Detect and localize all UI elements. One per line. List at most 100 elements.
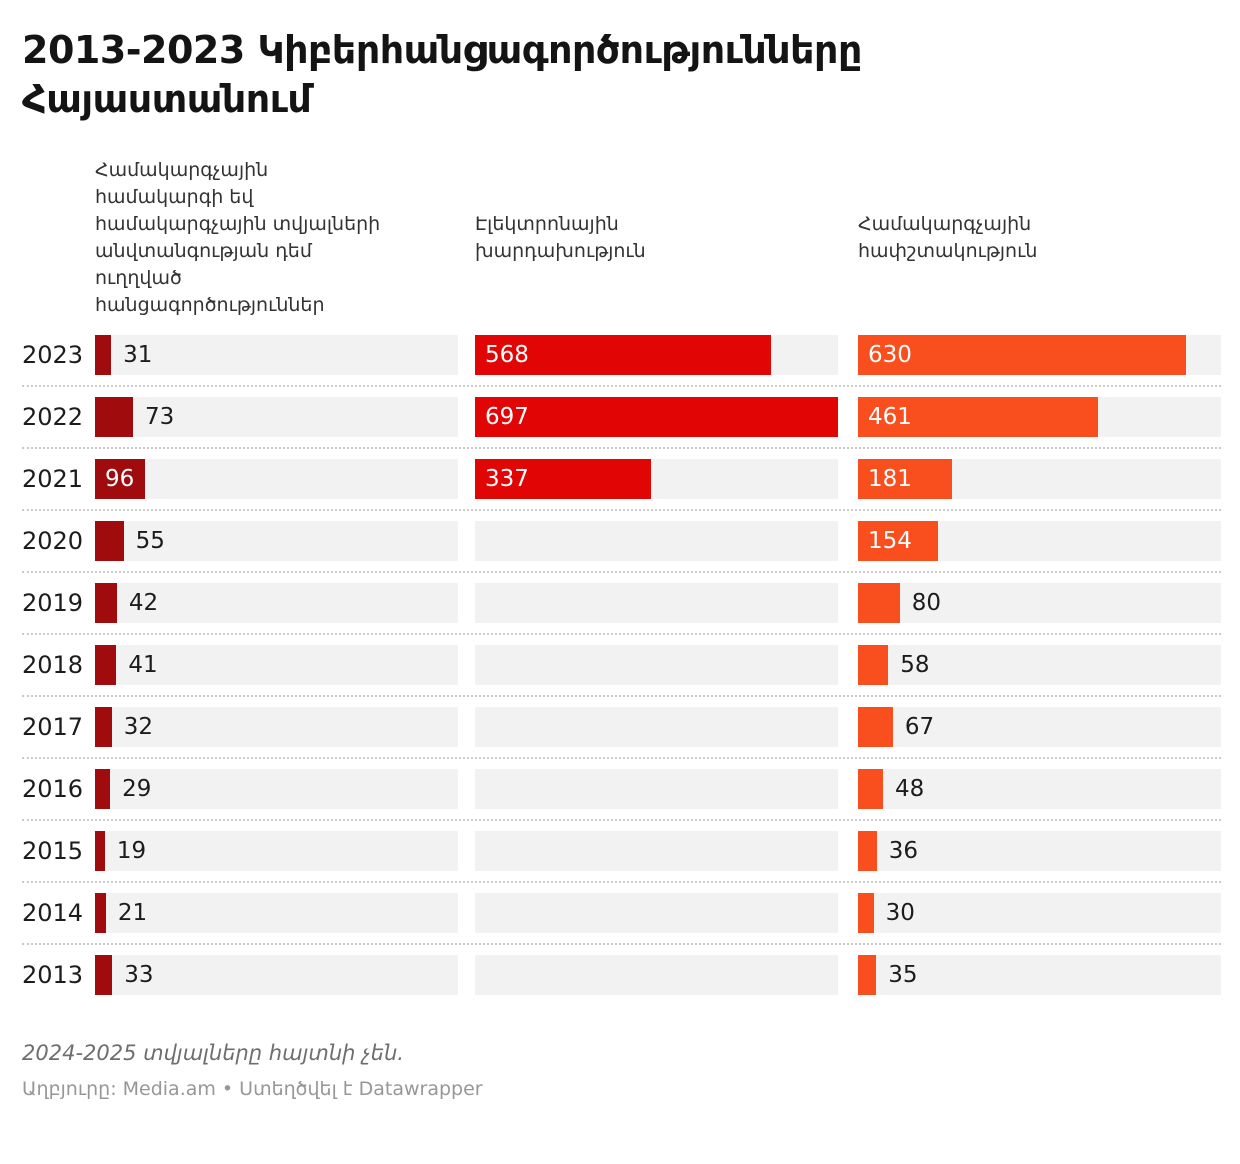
bar <box>858 458 953 499</box>
bar-value-label: 36 <box>888 837 918 864</box>
bar-track: 31 <box>95 334 458 375</box>
bar-value-label: 58 <box>900 651 930 678</box>
bar-track: 630 <box>858 334 1221 375</box>
bar-value-label: 73 <box>145 403 175 430</box>
bar-track <box>475 830 838 871</box>
bar <box>475 396 838 437</box>
bar-track: 32 <box>95 706 458 747</box>
bar <box>858 830 877 871</box>
bar-value-label: 33 <box>124 961 154 988</box>
bar-track: 36 <box>858 830 1221 871</box>
bar-track: 697 <box>475 396 838 437</box>
bar-value-label: 67 <box>904 713 935 740</box>
chart-row: 2014 21 30 <box>22 892 1221 933</box>
chart-rows: 2023 31 568 630 2022 73 697 461 2021 96 337 181 2020… <box>22 334 1221 995</box>
bar-value-label: 154 <box>868 527 912 554</box>
bar-track: 337 <box>475 458 838 499</box>
bar <box>858 582 900 623</box>
bar <box>95 768 111 809</box>
bar-track: 154 <box>858 520 1221 561</box>
column-headers: Համակարգչային համակարգի եվ համակարգչային… <box>22 157 1221 319</box>
row-separator <box>22 632 1221 635</box>
year-label: 2022 <box>22 402 84 431</box>
bar-value-label: 630 <box>868 341 912 368</box>
bar-value-label: 568 <box>485 341 529 368</box>
bar <box>858 520 939 561</box>
bar <box>858 892 874 933</box>
bar <box>858 396 1099 437</box>
bar <box>858 954 877 995</box>
bar-track: 35 <box>858 954 1221 995</box>
bar <box>95 396 133 437</box>
bar-value-label: 21 <box>117 899 148 926</box>
chart-row: 2023 31 568 630 <box>22 334 1221 375</box>
bar-track: 96 <box>95 458 458 499</box>
bar-track: 42 <box>95 582 458 623</box>
year-label: 2020 <box>22 526 84 555</box>
bar-value-label: 35 <box>888 961 918 988</box>
chart-page: 2013-2023 Կիբերհանցագործությունները Հայա… <box>22 28 1221 1100</box>
bar-value-label: 31 <box>123 341 153 368</box>
bar-track <box>475 520 838 561</box>
bar-track: 73 <box>95 396 458 437</box>
year-label: 2018 <box>22 650 84 679</box>
bar-value-label: 337 <box>485 465 529 492</box>
bar-value-label: 42 <box>128 589 159 616</box>
column-header-computer-security-crimes: Համակարգչային համակարգի եվ համակարգչային… <box>95 158 381 316</box>
bar <box>858 644 889 685</box>
year-label: 2017 <box>22 712 84 741</box>
bar-value-label: 181 <box>868 465 912 492</box>
row-separator <box>22 756 1221 759</box>
year-label: 2016 <box>22 774 84 803</box>
bar-track <box>475 954 838 995</box>
page-title: 2013-2023 Կիբերհանցագործությունները Հայա… <box>22 28 862 122</box>
bar-value-label: 29 <box>122 775 152 802</box>
bar <box>475 458 651 499</box>
bar-track <box>475 892 838 933</box>
bar-track <box>475 582 838 623</box>
row-separator <box>22 384 1221 387</box>
row-separator <box>22 446 1221 449</box>
chart-row: 2015 19 36 <box>22 830 1221 871</box>
row-separator <box>22 880 1221 883</box>
bar-track: 461 <box>858 396 1221 437</box>
chart-row: 2017 32 67 <box>22 706 1221 747</box>
bar <box>95 830 105 871</box>
row-separator <box>22 694 1221 697</box>
bar <box>95 458 145 499</box>
bar-track: 55 <box>95 520 458 561</box>
year-label: 2019 <box>22 588 84 617</box>
chart-row: 2021 96 337 181 <box>22 458 1221 499</box>
bar <box>95 892 106 933</box>
chart-row: 2020 55 154 <box>22 520 1221 561</box>
bar-value-label: 32 <box>123 713 153 740</box>
row-separator <box>22 570 1221 573</box>
bar-track: 67 <box>858 706 1221 747</box>
footnote: 2024-2025 տվյալները հայտնի չեն. <box>22 1040 404 1065</box>
year-label: 2015 <box>22 836 84 865</box>
bar-track: 33 <box>95 954 458 995</box>
bar-value-label: 19 <box>116 837 147 864</box>
bar <box>858 334 1187 375</box>
bar-value-label: 48 <box>895 775 925 802</box>
bar <box>95 334 112 375</box>
chart-row: 2018 41 58 <box>22 644 1221 685</box>
bar-track: 30 <box>858 892 1221 933</box>
row-separator <box>22 942 1221 945</box>
bar-track <box>475 706 838 747</box>
bar <box>95 520 124 561</box>
bar-value-label: 55 <box>135 527 165 554</box>
bar-track: 48 <box>858 768 1221 809</box>
bar <box>95 582 117 623</box>
bar-value-label: 80 <box>911 589 941 616</box>
bar-track: 41 <box>95 644 458 685</box>
bar-track <box>475 644 838 685</box>
bar-value-label: 697 <box>485 403 529 430</box>
chart-row: 2016 29 48 <box>22 768 1221 809</box>
bar-track: 568 <box>475 334 838 375</box>
bar <box>475 334 771 375</box>
bar-track <box>475 768 838 809</box>
bar <box>95 706 112 747</box>
chart-row: 2022 73 697 461 <box>22 396 1221 437</box>
bar-value-label: 41 <box>128 651 158 678</box>
